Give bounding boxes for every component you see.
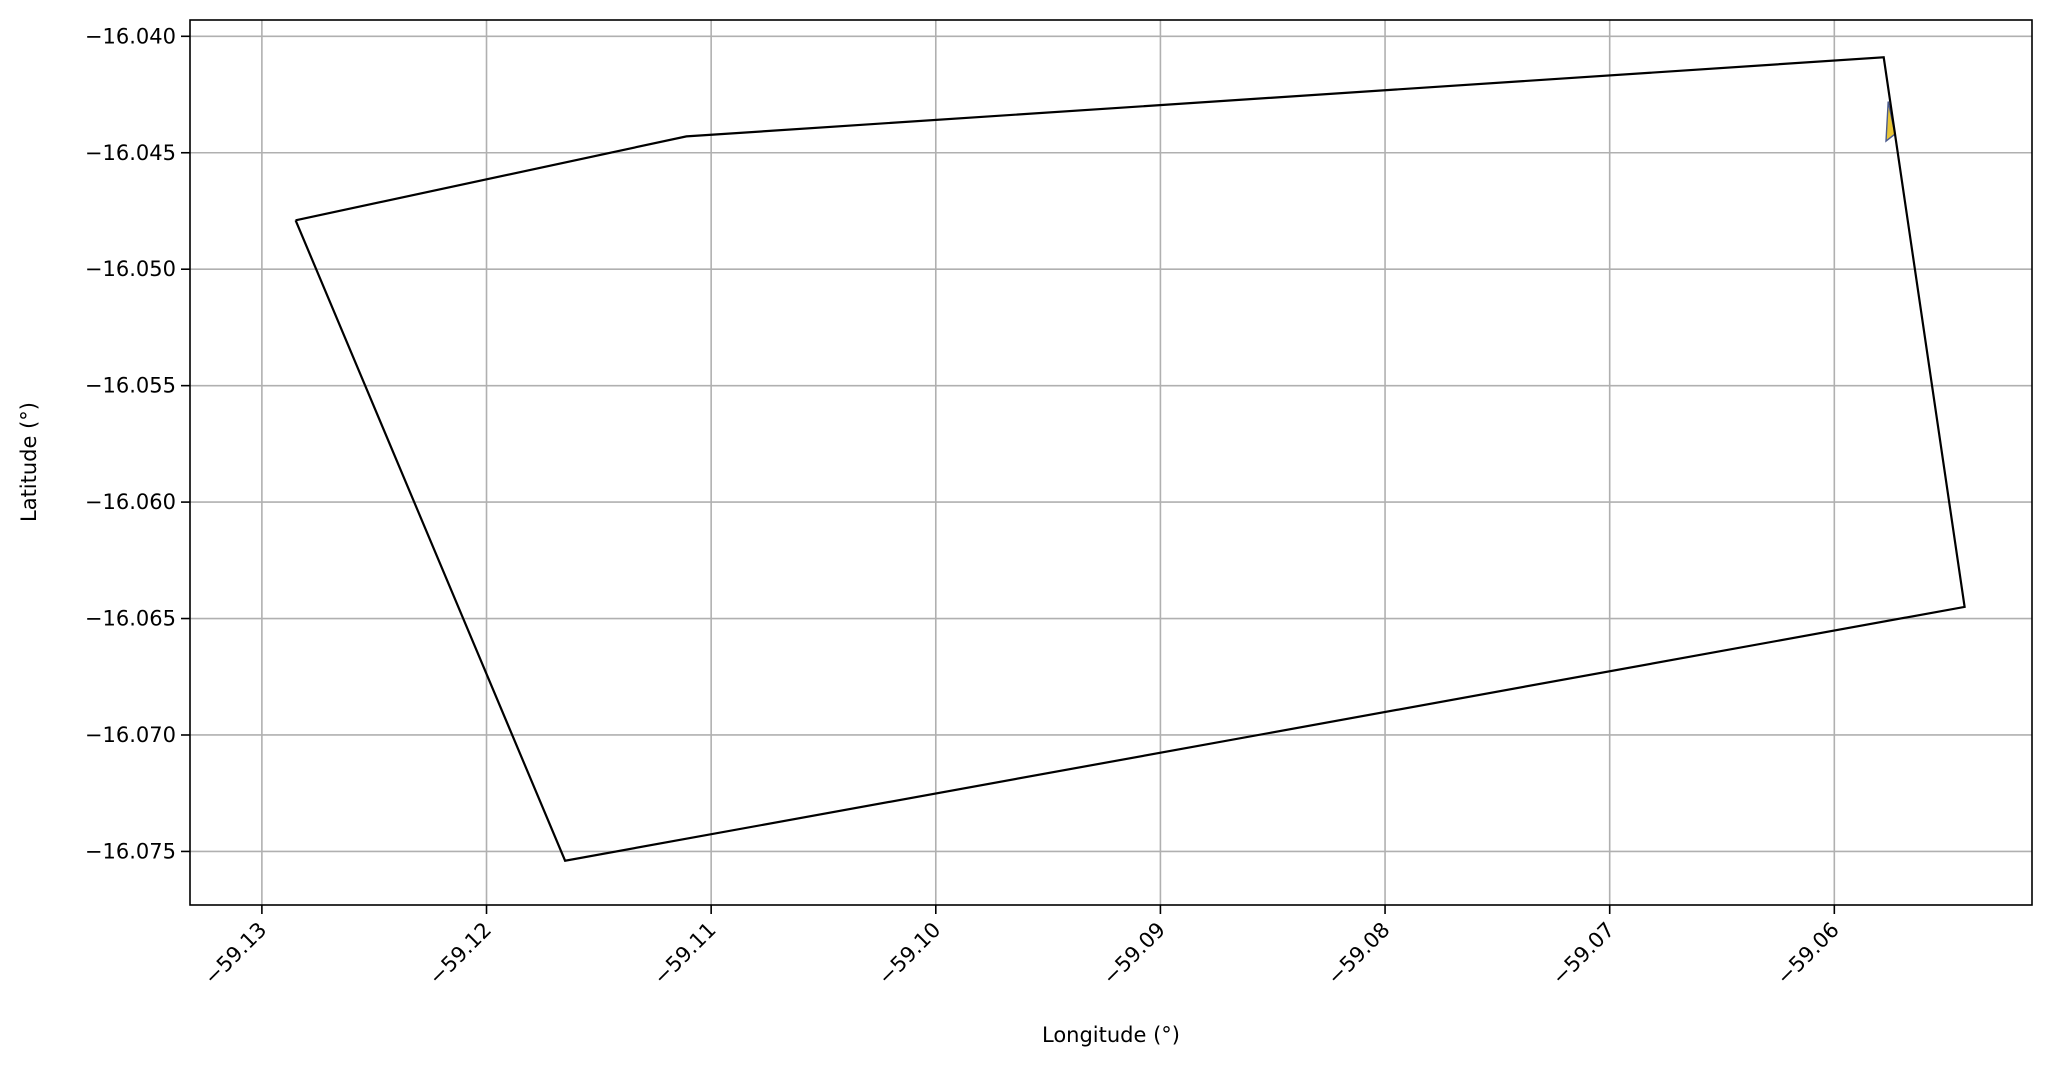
y-tick-label: −16.070: [85, 723, 176, 747]
y-tick-label: −16.050: [85, 257, 176, 281]
y-tick-label: −16.040: [85, 24, 176, 48]
polygon-layer: [294, 56, 1966, 862]
y-tick-label: −16.075: [85, 839, 176, 863]
grid: [190, 20, 2032, 905]
y-tick-label: −16.065: [85, 607, 176, 631]
y-tick-label: −16.045: [85, 141, 176, 165]
axes-frame: [189, 19, 2033, 906]
x-axis-label: Longitude (°): [1042, 1023, 1180, 1047]
boundary-polygon: [294, 56, 1966, 862]
y-axis-label: Latitude (°): [17, 402, 41, 522]
y-tick-label: −16.055: [85, 374, 176, 398]
y-tick-label: −16.060: [85, 490, 176, 514]
